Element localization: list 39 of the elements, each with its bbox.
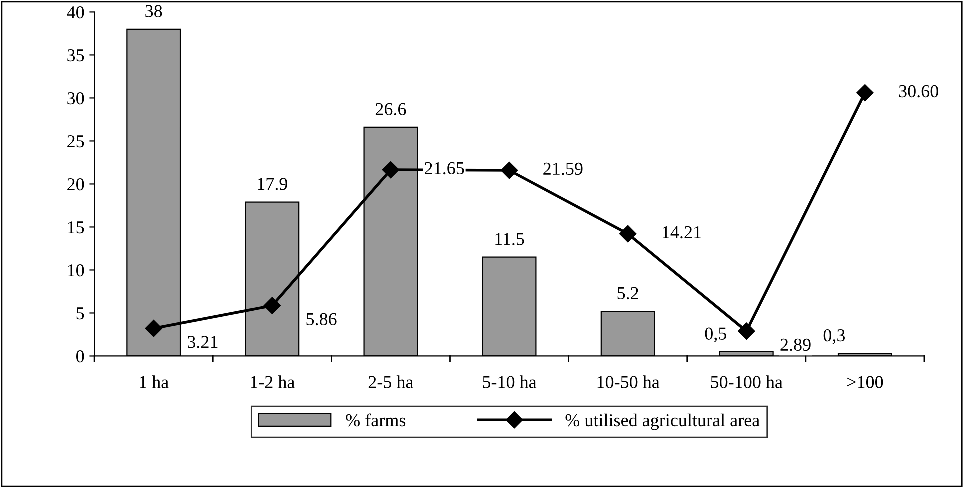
y-tick-label: 10: [68, 264, 84, 277]
data-label: 14.21: [663, 226, 701, 239]
x-tick-label: 2-5 ha: [368, 376, 414, 388]
y-tick-label: 30: [68, 92, 84, 105]
point: [738, 322, 756, 340]
x-tick-label: 1-2 ha: [251, 376, 295, 388]
y-tick-label: 40: [67, 6, 84, 19]
data-label: 5.86: [306, 313, 337, 326]
point: [145, 320, 162, 338]
legend-label: % farms: [346, 414, 406, 427]
x-tick-label: >100: [847, 376, 884, 388]
point: [856, 84, 874, 102]
x-tick-label: 50-100 ha: [711, 376, 783, 388]
data-label: 3.21: [188, 336, 218, 348]
y-tick-label: 25: [68, 136, 84, 148]
y-tick-label: 5: [76, 308, 84, 320]
data-label: 21.59: [544, 162, 583, 176]
data-label: 21.65: [425, 162, 464, 175]
data-label: 0,3: [824, 329, 846, 344]
y-tick-label: 35: [68, 50, 84, 62]
data-label: 5.2: [618, 287, 638, 300]
x-tick-label: 10-50 ha: [598, 376, 660, 388]
x-tick-label: 1 ha: [140, 376, 169, 388]
legend-label: % utilised agricultural area: [566, 414, 760, 430]
x-tick-label: 5-10 ha: [483, 376, 537, 388]
y-tick-label: 0: [76, 350, 84, 363]
point: [264, 297, 281, 314]
data-label: 38: [146, 5, 162, 18]
y-tick-label: 15: [68, 222, 84, 234]
y-tick-label: 20: [68, 178, 84, 191]
data-label: 0,5: [705, 328, 726, 343]
data-label: 2.89: [780, 338, 811, 352]
point: [382, 161, 400, 179]
data-label: 11.5: [496, 233, 524, 246]
point: [620, 225, 637, 243]
point: [500, 162, 518, 180]
data-label: 30.60: [899, 85, 938, 98]
data-label: 17.9: [258, 178, 288, 190]
data-label: 26.6: [376, 103, 406, 116]
